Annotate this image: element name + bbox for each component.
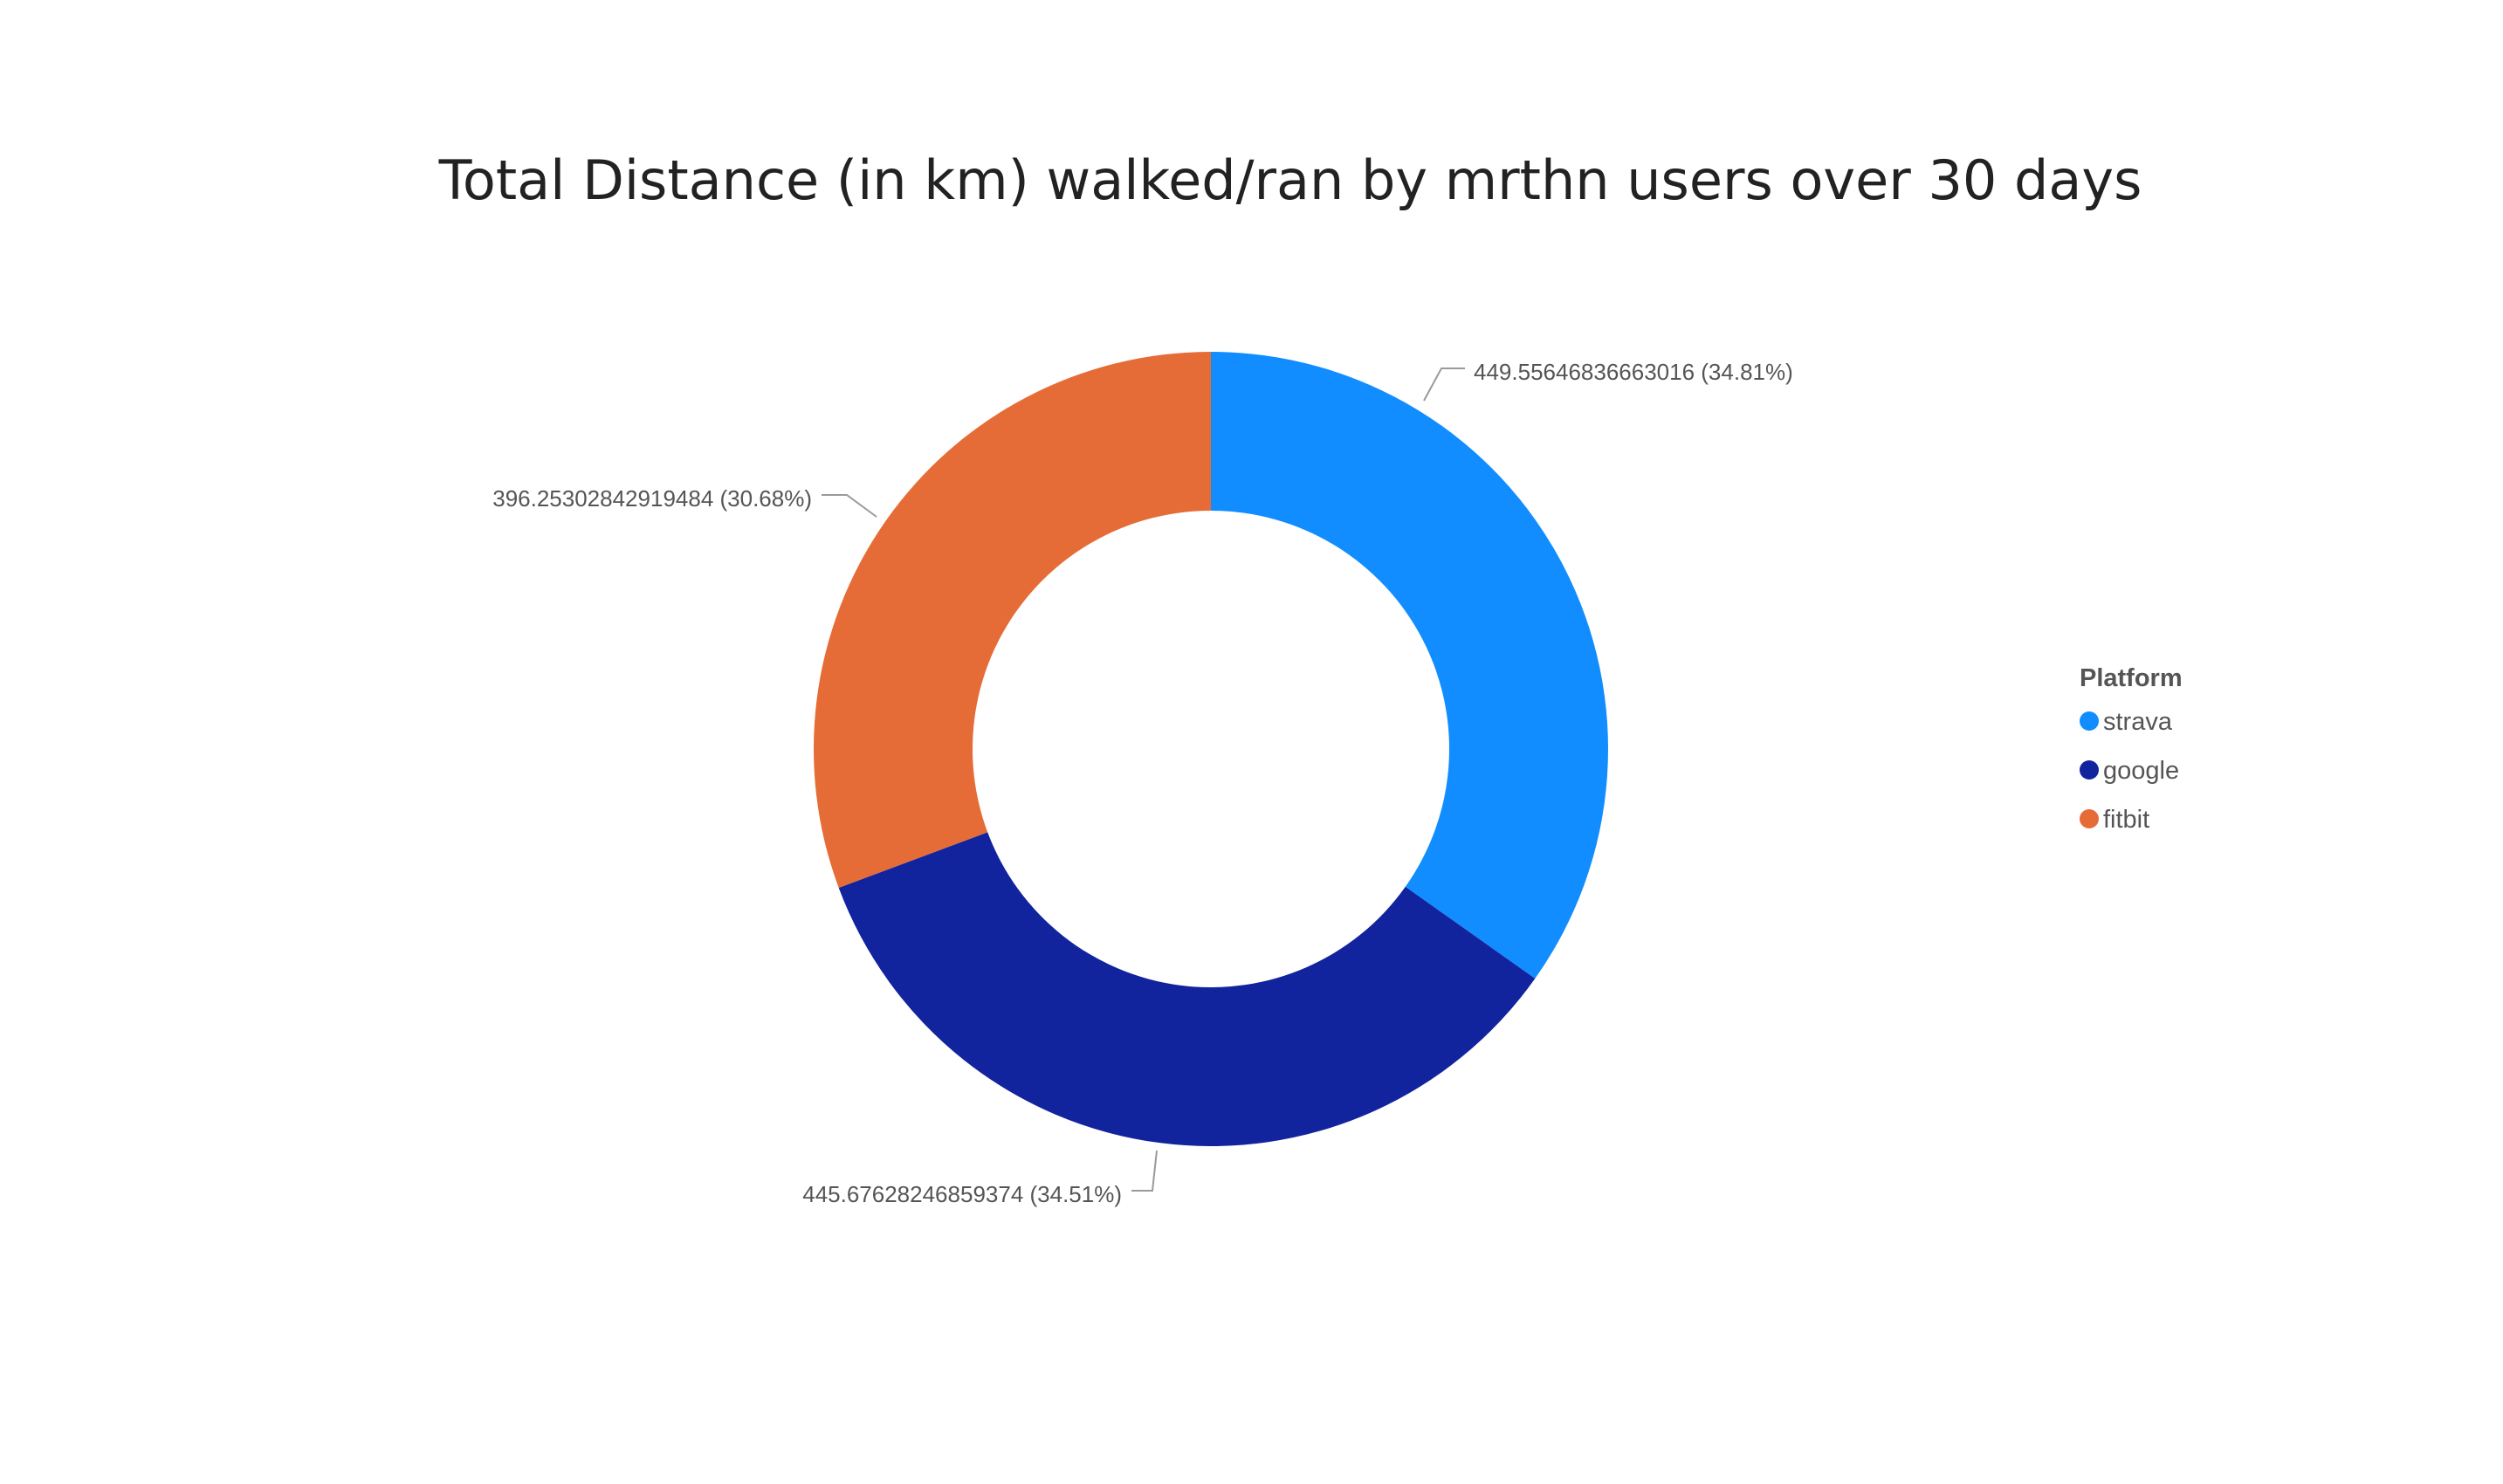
donut-slice-strava[interactable] [1211, 352, 1609, 979]
legend-marker-fitbit [2080, 809, 2099, 828]
legend-items: strava google fitbit [2080, 708, 2179, 834]
leader-line-strava [1423, 368, 1465, 402]
legend-title: Platform [2080, 664, 2183, 692]
donut-slice-google[interactable] [838, 832, 1536, 1147]
chart-title: Total Distance (in km) walked/ran by mrt… [438, 148, 2142, 212]
legend-label-strava[interactable]: strava [2103, 708, 2173, 736]
data-label-strava: 449.55646836663016 (34.81%) [1474, 359, 1793, 385]
leader-line-google [1131, 1150, 1158, 1192]
legend-marker-google [2080, 760, 2099, 780]
data-label-google: 445.67628246859374 (34.51%) [802, 1181, 1122, 1207]
data-label-fitbit: 396.25302842919484 (30.68%) [492, 485, 812, 512]
donut-slice-fitbit[interactable] [814, 352, 1211, 889]
donut-slices [814, 352, 1609, 1147]
legend-label-fitbit[interactable]: fitbit [2103, 806, 2149, 834]
leader-line-fitbit [822, 494, 877, 518]
legend-marker-strava [2080, 711, 2099, 731]
legend: Platform strava google fitbit [2080, 664, 2183, 834]
legend-label-google[interactable]: google [2103, 757, 2179, 785]
data-labels: 449.55646836663016 (34.81%) 445.676282468… [492, 359, 1793, 1207]
